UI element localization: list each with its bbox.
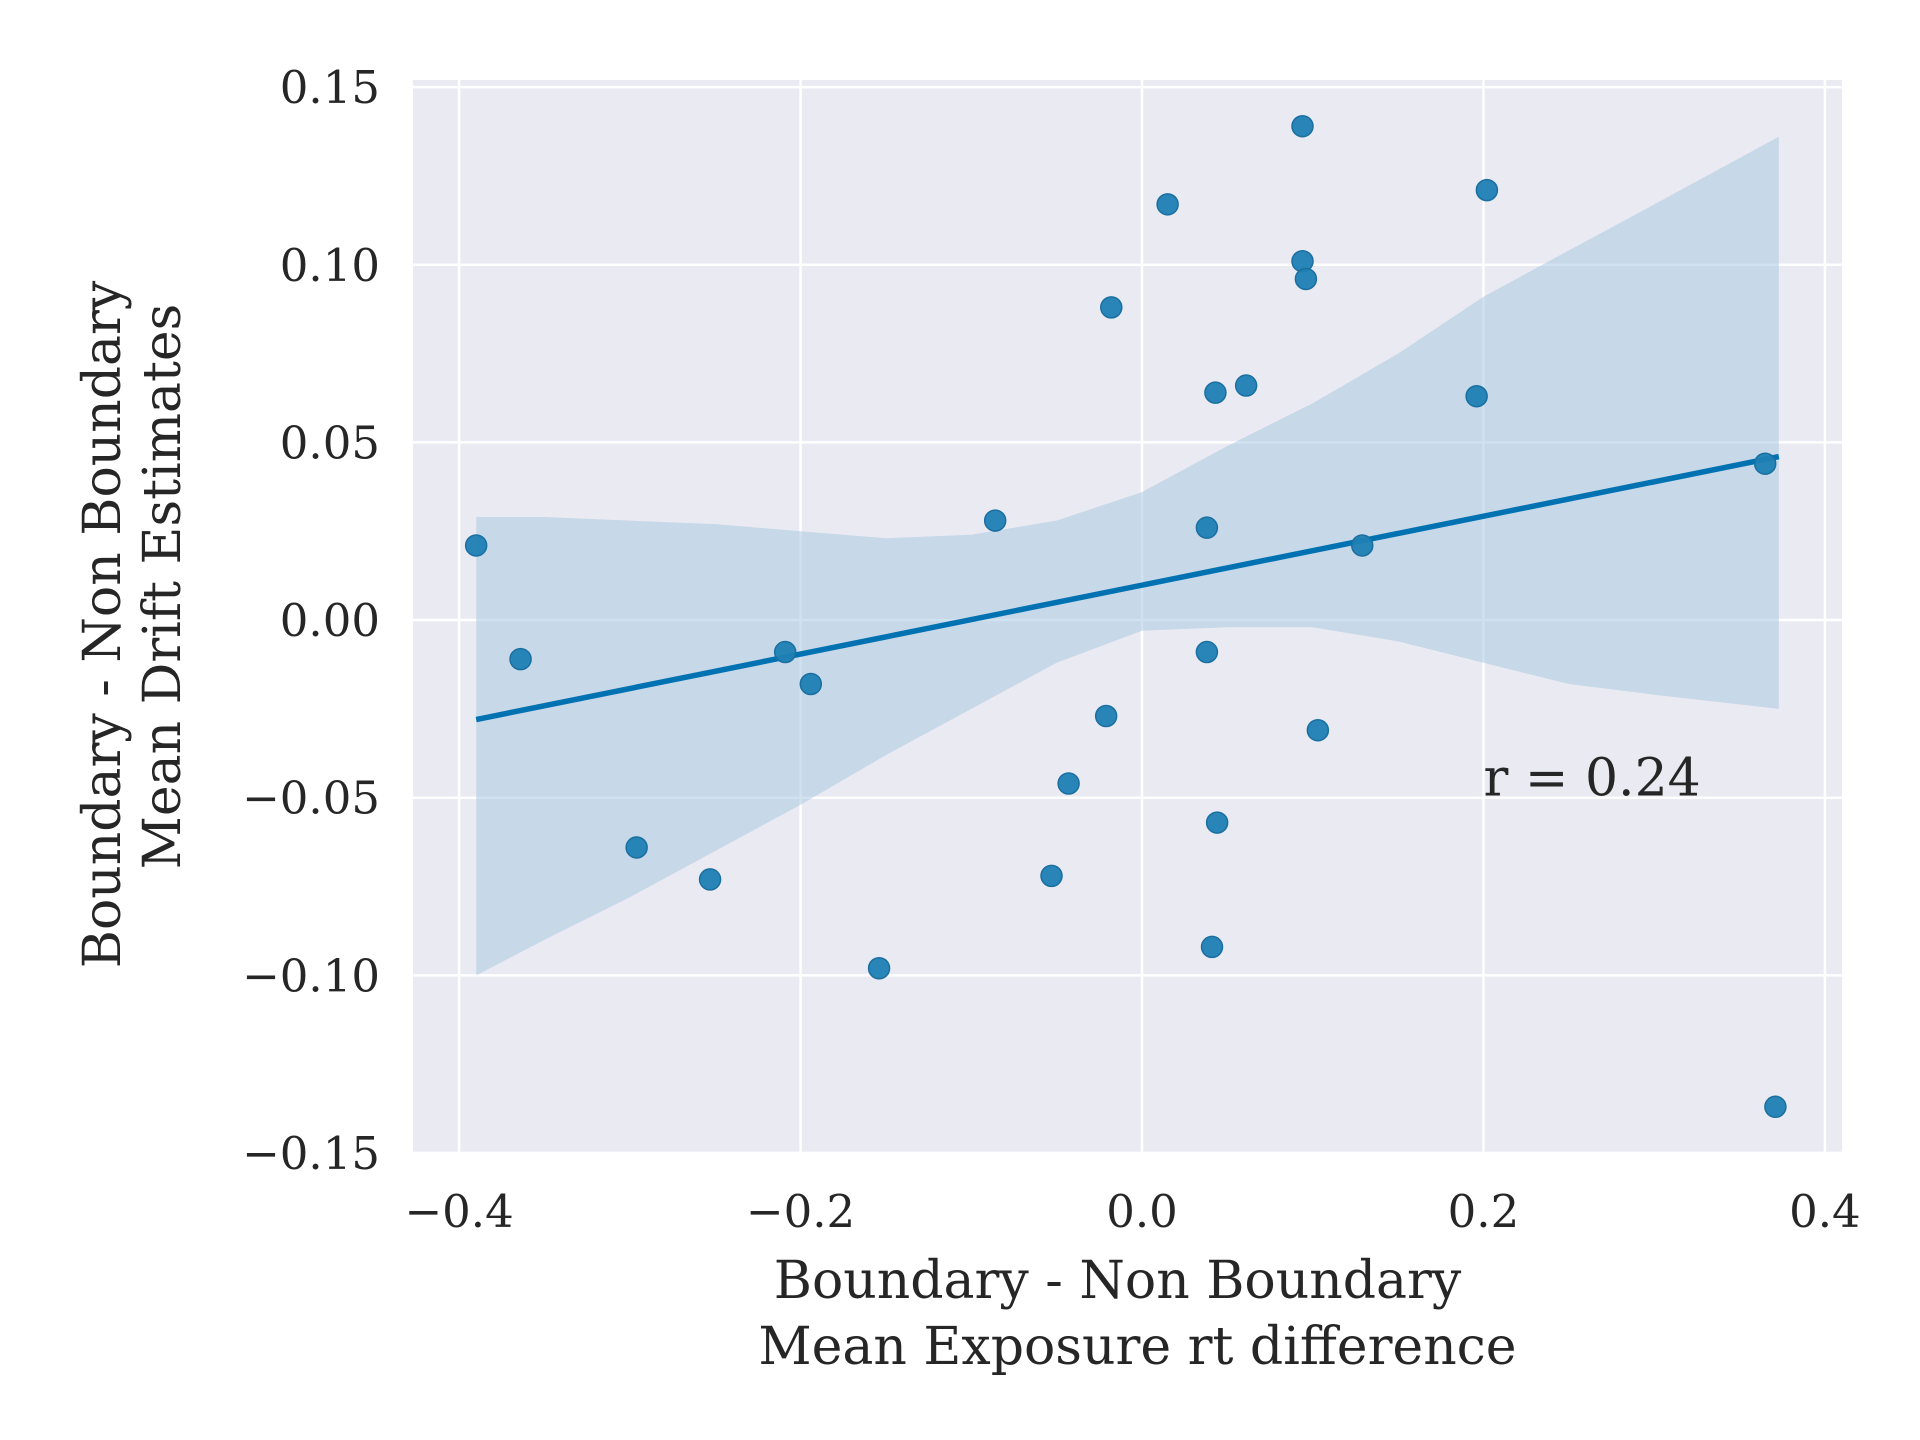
scatter-point [867, 956, 891, 980]
x-tick-label: 0.2 [1448, 1185, 1520, 1238]
scatter-point [625, 836, 648, 859]
x-axis-ticks: −0.4 −0.2 0.0 0.2 0.4 [404, 1185, 1860, 1238]
x-tick-label: −0.2 [746, 1185, 855, 1238]
y-axis-label: Boundary - Non Boundary Mean Drift Estim… [73, 280, 193, 968]
scatter-point [1465, 384, 1488, 408]
confidence-band [476, 136, 1779, 976]
scatter-point [1100, 296, 1123, 319]
data-points [464, 114, 1787, 1119]
scatter-point [1234, 374, 1258, 397]
scatter-point [698, 868, 722, 891]
scatter-point [773, 640, 797, 664]
x-axis-label-line-1: Boundary - Non Boundary [774, 1251, 1462, 1311]
y-tick-label: 0.00 [280, 594, 380, 647]
y-axis-ticks: −0.15 −0.10 −0.05 0.00 0.05 0.10 0.15 [242, 61, 380, 1180]
scatter-point [1156, 193, 1179, 216]
scatter-point [1094, 704, 1118, 728]
scatter-point [799, 672, 823, 696]
scatter-point [1200, 935, 1224, 959]
y-tick-label: −0.10 [242, 949, 380, 1002]
scatter-point [1205, 811, 1229, 834]
regression-line [475, 453, 1780, 723]
scatter-point [1306, 718, 1330, 742]
scatter-point [1764, 1095, 1787, 1119]
scatter-point [1753, 452, 1777, 475]
y-axis-label-line-2: Mean Drift Estimates [133, 304, 193, 870]
scatter-point [1195, 516, 1219, 539]
scatter-point [1040, 864, 1063, 888]
scatter-point [1291, 114, 1314, 138]
x-tick-label: −0.4 [404, 1185, 513, 1238]
x-tick-label: 0.4 [1789, 1185, 1861, 1238]
scatter-point [983, 509, 1007, 532]
correlation-annotation: r = 0.24 [1483, 749, 1700, 809]
y-tick-label: 0.05 [280, 416, 380, 469]
scatter-point [1351, 534, 1374, 557]
scatter-point [1195, 640, 1219, 664]
scatter-point [1204, 381, 1227, 404]
scatter-point [1294, 267, 1318, 291]
scatter-point [464, 534, 488, 557]
x-axis-label-line-2: Mean Exposure rt difference [758, 1317, 1516, 1377]
y-tick-label: 0.15 [280, 61, 380, 114]
y-tick-label: −0.05 [242, 772, 380, 825]
y-tick-label: 0.10 [280, 239, 380, 292]
y-tick-label: −0.15 [242, 1127, 380, 1180]
y-axis-label-line-1: Boundary - Non Boundary [73, 280, 133, 968]
scatter-point [509, 647, 532, 671]
scatter-point [1475, 178, 1499, 202]
scatter-point [1057, 772, 1080, 795]
x-tick-label: 0.0 [1106, 1185, 1178, 1238]
